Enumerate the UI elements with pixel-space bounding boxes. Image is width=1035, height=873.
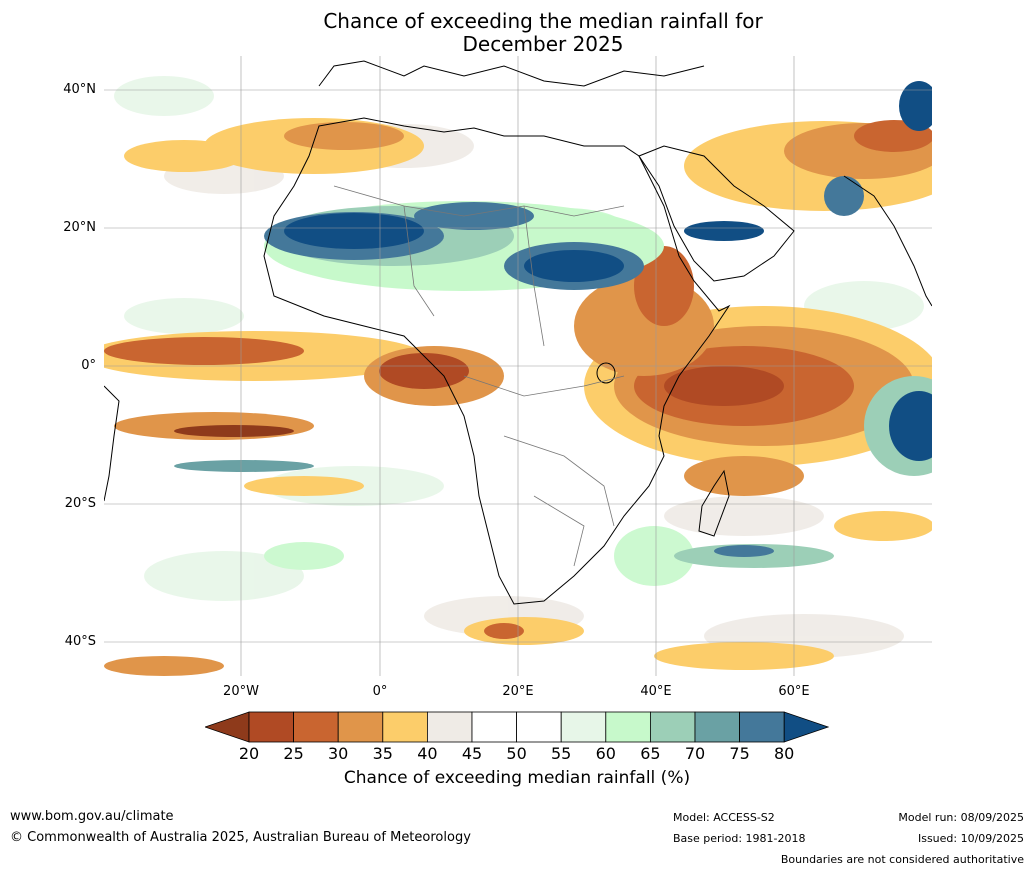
colorbar-tick-label: 30 [328, 744, 349, 763]
lon-label-40e: 40°E [640, 684, 672, 699]
colorbar-segment [382, 711, 428, 743]
colorbar-arrow-low [205, 711, 250, 743]
colorbar-arrow-high [783, 711, 829, 743]
colorbar-tick-label: 75 [729, 744, 750, 763]
rainfall-map [104, 56, 932, 676]
africa-coastline [263, 117, 731, 605]
model-name: Model: ACCESS-S2 [673, 811, 775, 824]
lat-label-40n: 40°N [63, 82, 96, 97]
boundaries-disclaimer: Boundaries are not considered authoritat… [780, 853, 1024, 866]
graticule [104, 56, 932, 676]
colorbar-tick-label: 35 [372, 744, 393, 763]
lat-label-20n: 20°N [63, 220, 96, 235]
madagascar-coastline [698, 469, 730, 537]
colorbar-segment [248, 711, 294, 743]
colorbar-label: Chance of exceeding median rainfall (%) [343, 768, 691, 788]
issued-date: Issued: 10/09/2025 [917, 832, 1024, 845]
colorbar-tick-label: 20 [238, 744, 260, 763]
colorbar-segment [516, 711, 562, 743]
colorbar-segment [337, 711, 384, 743]
colorbar-tick-label: 80 [774, 744, 795, 763]
model-run: Model run: 08/09/2025 [898, 811, 1024, 824]
colorbar-tick-label: 60 [595, 744, 616, 763]
country-borders [333, 185, 625, 567]
colorbar-segment [694, 711, 740, 743]
title-line-2: December 2025 [462, 32, 624, 56]
arabia-coastline [638, 145, 795, 282]
lon-label-0: 0° [372, 684, 388, 699]
lat-label-20s: 20°S [64, 496, 96, 511]
lat-label-40s: 40°S [64, 634, 96, 649]
lake-victoria [596, 362, 616, 384]
colorbar-segment [649, 711, 696, 743]
colorbar-tick-label: 55 [551, 744, 572, 763]
lon-label-20w: 20°W [223, 684, 259, 699]
chart-title: Chance of exceeding the median rainfall … [240, 10, 846, 56]
lon-label-60e: 60°E [778, 684, 810, 699]
europe-coastline [318, 60, 705, 87]
lat-label-0: 0° [81, 358, 96, 373]
colorbar-tick-label: 65 [640, 744, 661, 763]
colorbar-tick-label: 25 [283, 744, 304, 763]
colorbar-segment [293, 711, 339, 743]
colorbar [205, 711, 829, 743]
india-coastline [843, 175, 932, 307]
title-line-1: Chance of exceeding the median rainfall … [323, 9, 763, 33]
copyright-text: © Commonwealth of Australia 2025, Austra… [10, 830, 471, 845]
south-america-coastline [104, 385, 120, 502]
colorbar-tick-label: 45 [461, 744, 483, 763]
wet-areas [174, 81, 932, 568]
colorbar-segment [739, 711, 785, 743]
website-link[interactable]: www.bom.gov.au/climate [10, 809, 174, 824]
lon-label-20e: 20°E [502, 684, 534, 699]
colorbar-segment [471, 711, 517, 743]
colorbar-segments [205, 711, 829, 743]
colorbar-segment [426, 711, 473, 743]
colorbar-tick-label: 50 [506, 744, 527, 763]
colorbar-segment [605, 711, 651, 743]
map-svg [104, 56, 932, 676]
base-period: Base period: 1981-2018 [673, 832, 806, 845]
colorbar-tick-label: 40 [417, 744, 438, 763]
colorbar-tick-label: 70 [684, 744, 706, 763]
colorbar-segment [560, 711, 607, 743]
